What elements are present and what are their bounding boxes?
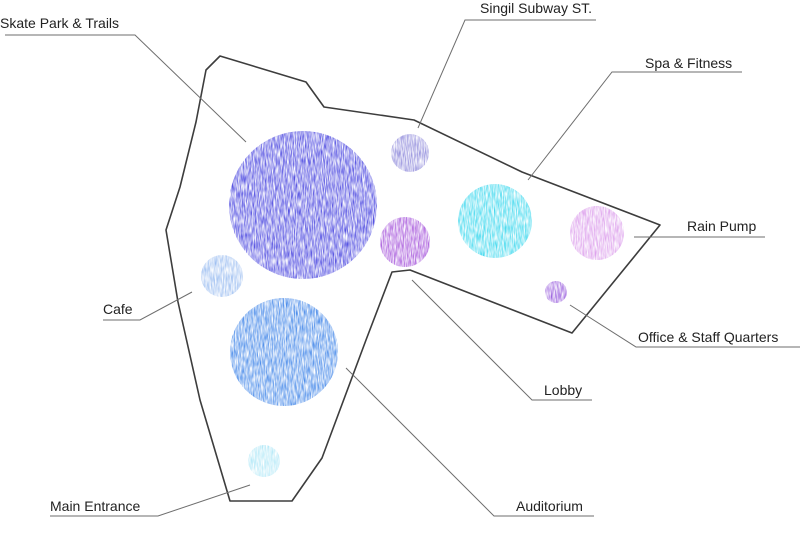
leader-lobby	[411, 279, 592, 401]
label-spa-fitness: Spa & Fitness	[645, 55, 733, 71]
label-cafe: Cafe	[103, 301, 133, 317]
label-main-entrance: Main Entrance	[50, 498, 141, 514]
label-skate-park: Skate Park & Trails	[0, 15, 120, 31]
label-rain-pump: Rain Pump	[687, 218, 757, 234]
zone-spa-fitness	[458, 184, 532, 258]
leader-subway	[417, 19, 596, 129]
leader-cafe	[103, 291, 193, 321]
leader-entrance	[50, 484, 251, 517]
label-office: Office & Staff Quarters	[638, 329, 779, 345]
leader-auditorium	[345, 367, 594, 517]
zone-office	[545, 281, 567, 303]
leader-office	[569, 304, 800, 348]
label-lobby: Lobby	[544, 382, 583, 398]
leader-spa	[527, 71, 742, 181]
zone-auditorium	[230, 298, 338, 406]
zones	[201, 131, 624, 477]
zone-skate-park	[229, 131, 377, 279]
leader-lines	[5, 19, 800, 517]
zone-main-entrance	[248, 445, 280, 477]
zone-rain-pump	[570, 206, 624, 260]
label-subway: Singil Subway ST.	[480, 0, 593, 16]
site-outline	[165, 55, 661, 502]
label-auditorium: Auditorium	[516, 498, 583, 514]
zone-cafe	[201, 255, 243, 297]
zone-lobby-purple	[380, 217, 430, 267]
leader-skate	[5, 34, 247, 143]
zone-subway	[391, 134, 429, 172]
